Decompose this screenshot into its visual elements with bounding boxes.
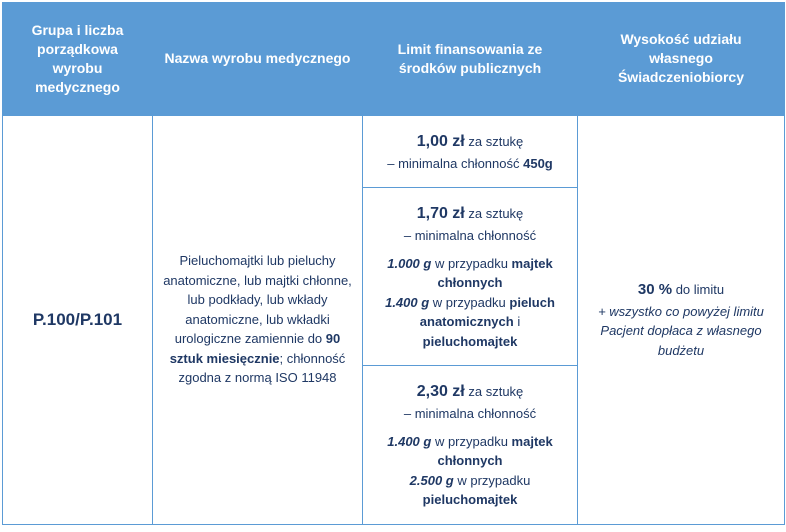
cell-limit-1: 1,00 zł za sztukę – minimalna chłonność … <box>363 115 578 188</box>
price-2: 1,70 zł <box>417 205 465 222</box>
limit2-t1a: w przypadku <box>431 256 511 271</box>
limit3-g2: 2.500 g <box>410 473 454 488</box>
limit3-t1a: w przypadku <box>431 434 511 449</box>
limit3-g1: 1.400 g <box>387 434 431 449</box>
limit2-min: – minimalna chłonność <box>404 228 536 243</box>
price-3: 2,30 zł <box>417 383 465 400</box>
cell-code: P.100/P.101 <box>3 115 153 524</box>
limit3-t2a: w przypadku <box>454 473 531 488</box>
cell-share: 30 % do limitu + wszystko co powyżej lim… <box>578 115 785 524</box>
limit1-min: – minimalna chłonność <box>387 156 523 171</box>
cell-limit-2: 1,70 zł za sztukę – minimalna chłonność … <box>363 188 578 366</box>
per-2: za sztukę <box>465 206 524 221</box>
header-row: Grupa i liczba porządkowa wyrobu medyczn… <box>3 3 785 116</box>
financing-table: Grupa i liczba porządkowa wyrobu medyczn… <box>2 2 785 525</box>
limit3-min: – minimalna chłonność <box>404 406 536 421</box>
desc-part1: Pieluchomajtki lub pieluchy anatomiczne,… <box>163 253 352 346</box>
limit1-g: 450g <box>523 156 553 171</box>
limit2-g1: 1.000 g <box>387 256 431 271</box>
product-code: P.100/P.101 <box>33 310 122 329</box>
per-1: za sztukę <box>465 134 524 149</box>
limit3-t2b: pieluchomajtek <box>423 492 518 507</box>
share-pct: 30 % <box>638 281 672 298</box>
share-note: + wszystko co powyżej limitu Pacjent dop… <box>598 304 764 358</box>
header-group-code: Grupa i liczba porządkowa wyrobu medyczn… <box>3 3 153 116</box>
header-product-name: Nazwa wyrobu medycznego <box>153 3 363 116</box>
limit2-t2c: i <box>514 314 521 329</box>
cell-description: Pieluchomajtki lub pieluchy anatomiczne,… <box>153 115 363 524</box>
share-suffix: do limitu <box>672 282 724 297</box>
header-share: Wysokość udziału własnego Świadczeniobio… <box>578 3 785 116</box>
cell-limit-3: 2,30 zł za sztukę – minimalna chłonność … <box>363 366 578 525</box>
limit2-t2a: w przypadku <box>429 295 509 310</box>
header-limit: Limit finansowania ze środków publicznyc… <box>363 3 578 116</box>
limit2-t2d: pieluchomajtek <box>423 334 518 349</box>
per-3: za sztukę <box>465 384 524 399</box>
limit2-g2: 1.400 g <box>385 295 429 310</box>
price-1: 1,00 zł <box>417 133 465 150</box>
table-row: P.100/P.101 Pieluchomajtki lub pieluchy … <box>3 115 785 188</box>
